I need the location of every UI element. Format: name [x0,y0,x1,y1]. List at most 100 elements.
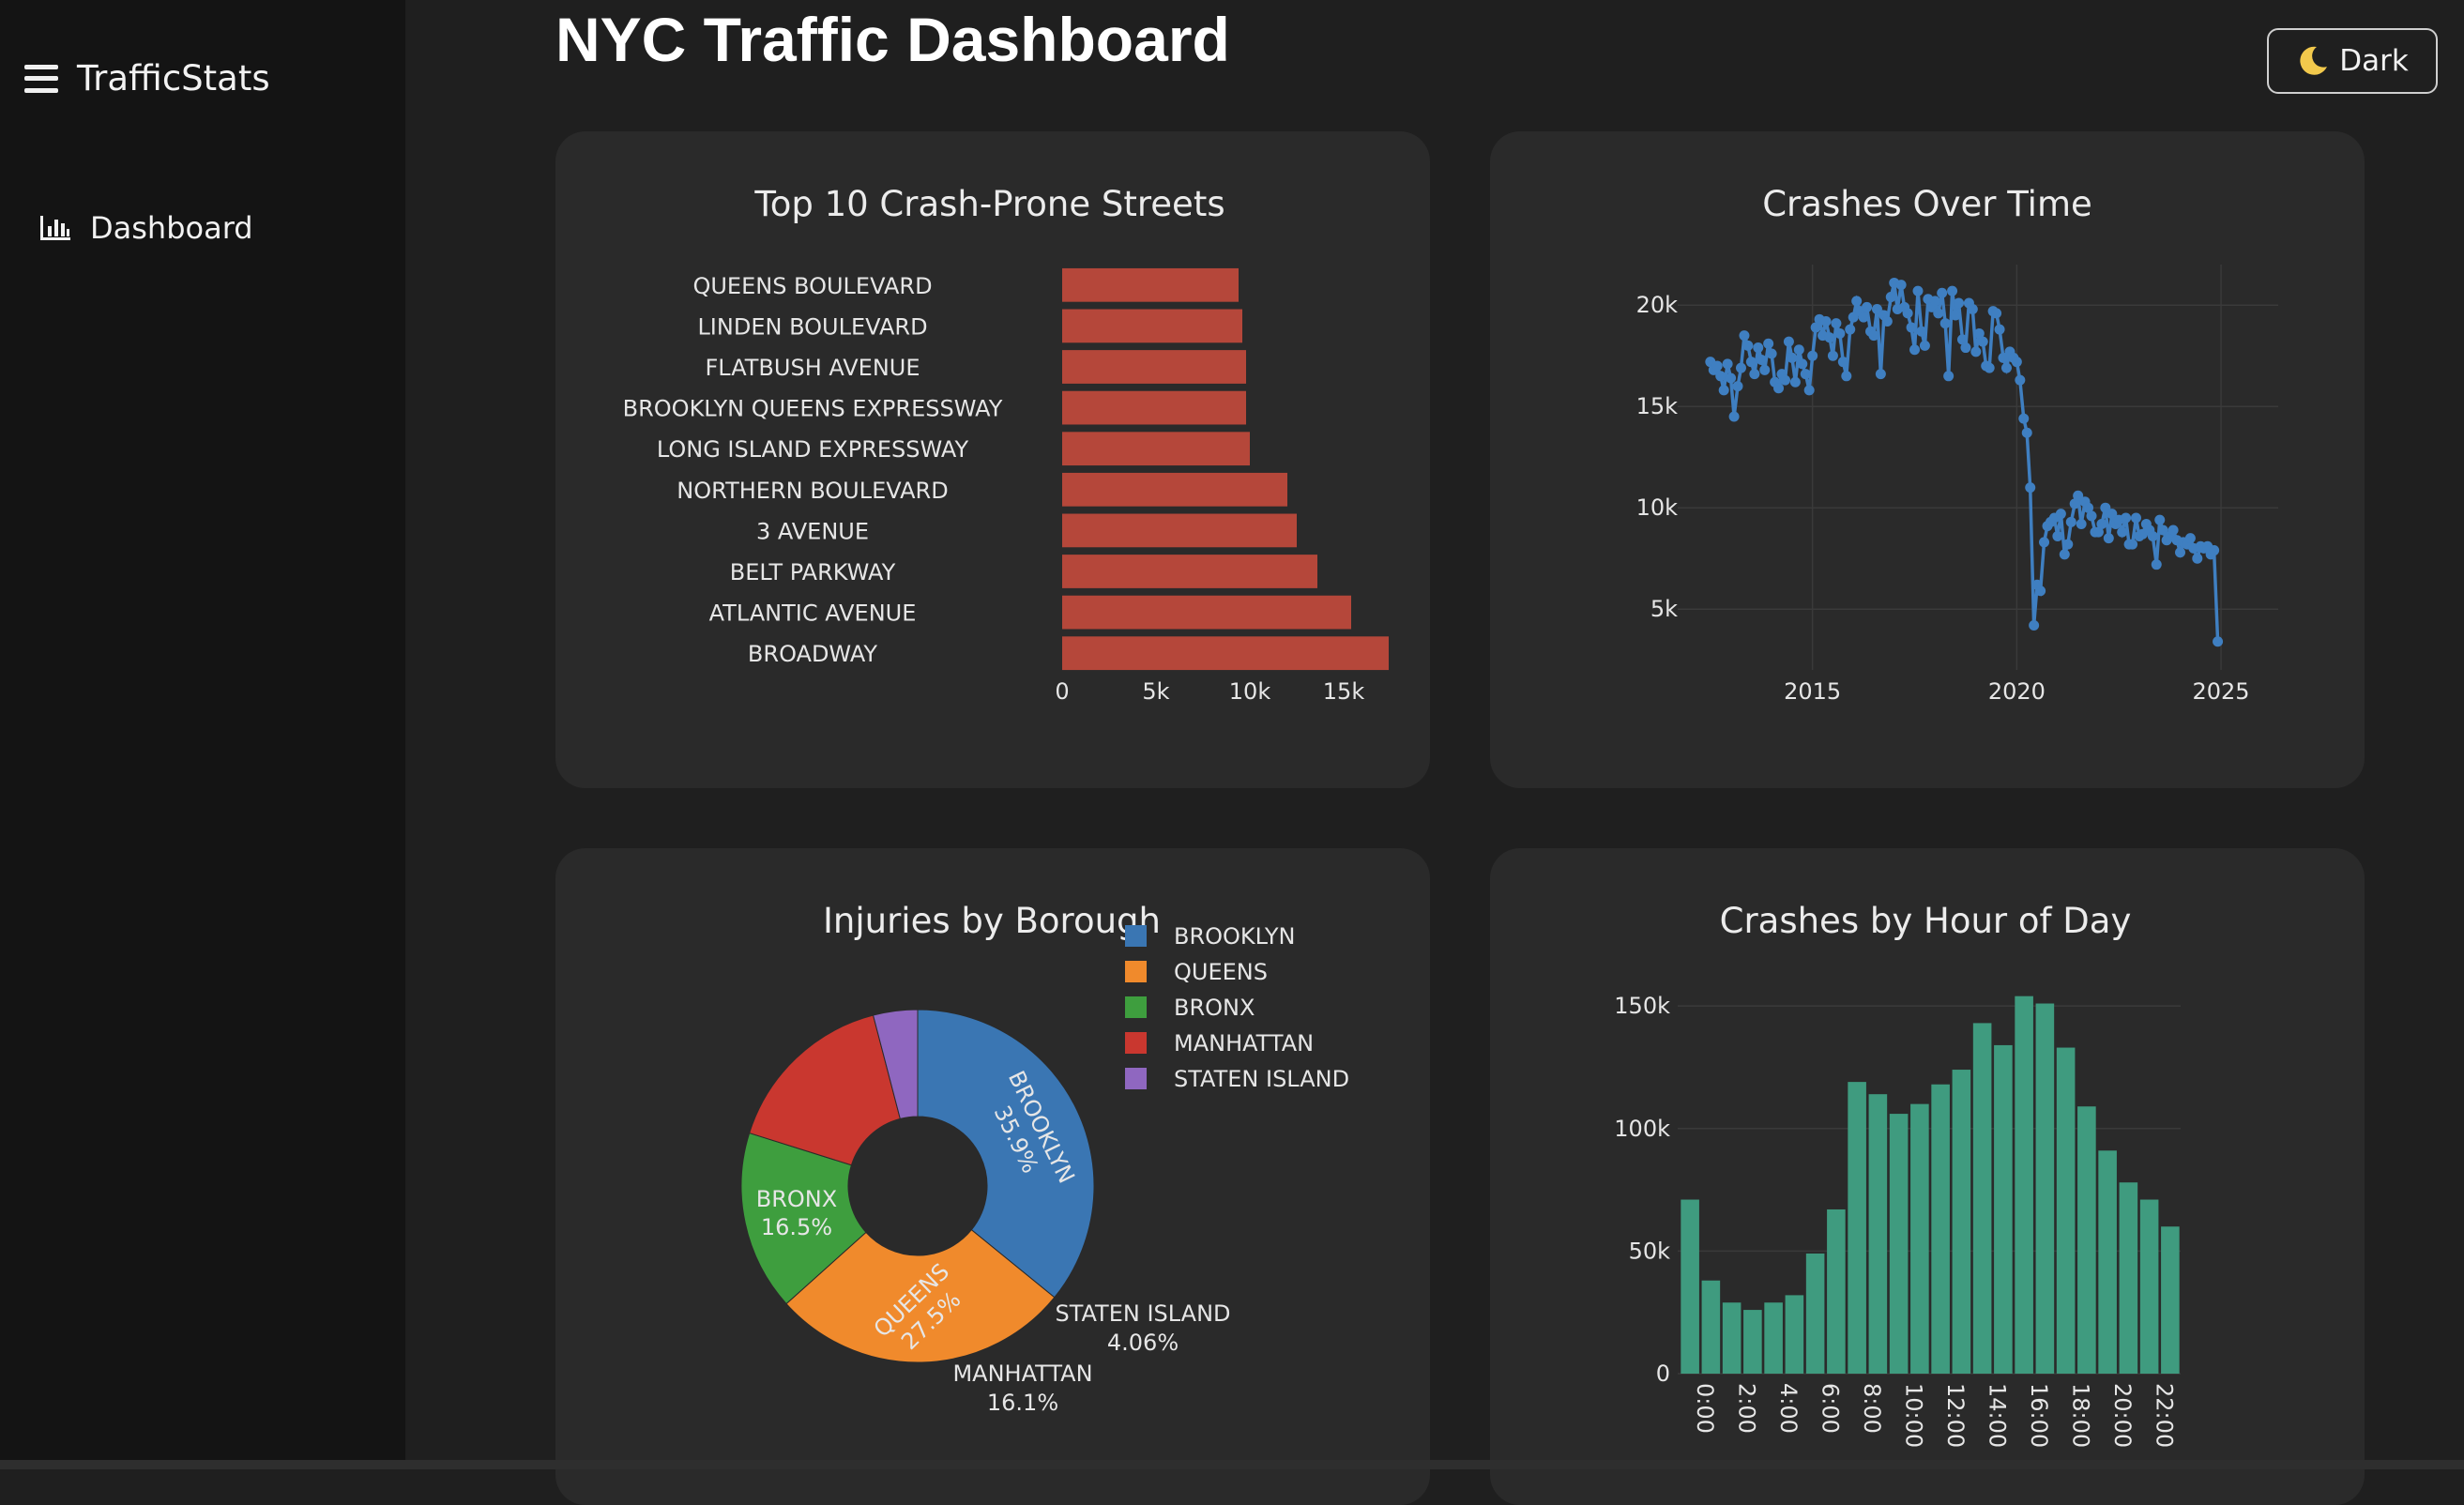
line-point[interactable] [1756,355,1767,366]
hour-bar[interactable] [1972,1023,1992,1374]
line-point[interactable] [1991,308,2002,319]
borough-slice[interactable] [749,1014,901,1166]
hour-bar[interactable] [1910,1103,1929,1374]
line-point[interactable] [2086,510,2097,522]
hour-bar[interactable] [1805,1253,1825,1374]
borough-slice[interactable] [872,1009,919,1120]
line-point[interactable] [2192,553,2203,564]
hour-bar[interactable] [1952,1070,1971,1374]
street-bar[interactable] [1062,513,1297,548]
line-point[interactable] [2025,482,2036,494]
line-point[interactable] [2151,559,2162,570]
line-point[interactable] [2107,509,2118,520]
line-point[interactable] [1787,352,1798,363]
line-point[interactable] [1845,324,1856,335]
hour-bar[interactable] [1785,1295,1804,1374]
line-point[interactable] [1848,312,1859,323]
line-point[interactable] [1909,344,1921,356]
line-point[interactable] [1947,285,1958,296]
line-point[interactable] [2096,518,2107,529]
legend-label[interactable]: MANHATTAN [1174,1030,1314,1057]
hour-bar[interactable] [2119,1182,2138,1374]
line-point[interactable] [2015,374,2026,386]
hour-bar[interactable] [2161,1226,2180,1374]
line-point[interactable] [1851,296,1863,307]
street-bar[interactable] [1062,432,1250,466]
line-point[interactable] [1810,322,1821,333]
line-point[interactable] [1912,285,1924,296]
line-point[interactable] [1933,308,1944,319]
line-point[interactable] [1763,338,1774,349]
hour-bar[interactable] [1994,1044,2013,1374]
line-point[interactable] [1929,296,1940,307]
hour-bar[interactable] [2077,1106,2096,1374]
line-point[interactable] [2000,362,2012,373]
line-point[interactable] [2073,490,2084,501]
line-point[interactable] [1797,358,1808,370]
line-point[interactable] [1766,348,1777,359]
line-point[interactable] [2127,539,2138,550]
line-point[interactable] [1742,340,1754,351]
legend-label[interactable]: BRONX [1174,995,1255,1021]
line-point[interactable] [1773,383,1785,394]
line-point[interactable] [2209,545,2220,556]
line-point[interactable] [1793,344,1804,356]
line-point[interactable] [1973,327,1985,339]
hour-bar[interactable] [2015,996,2033,1374]
line-point[interactable] [1718,385,1729,396]
hour-bar[interactable] [1931,1084,1950,1374]
line-point[interactable] [1827,350,1838,361]
line-point[interactable] [2147,530,2158,541]
line-point[interactable] [1937,287,1948,298]
line-point[interactable] [1800,369,1811,380]
street-bar[interactable] [1062,350,1246,384]
line-point[interactable] [2117,526,2128,538]
line-point[interactable] [1753,342,1764,354]
line-point[interactable] [2100,502,2111,513]
hour-bar[interactable] [1827,1209,1846,1374]
line-point[interactable] [2039,537,2050,548]
line-point[interactable] [2065,516,2076,527]
line-point[interactable] [2059,549,2070,560]
street-bar[interactable] [1062,390,1246,425]
line-point[interactable] [2018,413,2030,424]
line-point[interactable] [1735,362,1746,373]
legend-label[interactable]: QUEENS [1174,959,1268,985]
line-point[interactable] [2052,530,2063,541]
street-bar[interactable] [1062,267,1239,302]
line-point[interactable] [1998,352,2009,363]
line-point[interactable] [1960,342,1971,354]
line-point[interactable] [1759,364,1771,375]
street-bar[interactable] [1062,595,1351,630]
hour-bar[interactable] [2056,1047,2076,1374]
hamburger-menu-icon[interactable] [24,64,58,93]
hour-bar[interactable] [1889,1114,1909,1374]
line-point[interactable] [1906,322,1917,333]
line-point[interactable] [1868,330,1879,342]
line-point[interactable] [1807,350,1818,361]
hour-bar[interactable] [1848,1082,1866,1374]
line-point[interactable] [1994,324,2005,335]
line-point[interactable] [1967,304,1978,315]
line-point[interactable] [2092,526,2104,538]
line-point[interactable] [1939,318,1951,329]
line-point[interactable] [1831,318,1842,329]
theme-toggle-button[interactable]: Dark [2267,28,2438,94]
line-point[interactable] [1837,357,1848,368]
line-point[interactable] [1783,336,1794,347]
line-point[interactable] [1726,372,1737,384]
line-point[interactable] [2154,514,2166,525]
line-point[interactable] [1950,310,1961,321]
line-point[interactable] [2076,518,2087,529]
line-point[interactable] [1749,369,1760,380]
hour-bar[interactable] [1743,1310,1762,1374]
line-point[interactable] [1916,326,1927,337]
line-point[interactable] [1943,371,1954,382]
line-point[interactable] [1970,346,1982,357]
line-point[interactable] [1824,332,1835,343]
line-point[interactable] [2213,636,2224,647]
line-point[interactable] [1954,297,1965,309]
line-point[interactable] [1895,280,1907,291]
line-point[interactable] [1711,360,1723,372]
line-point[interactable] [2021,427,2032,438]
